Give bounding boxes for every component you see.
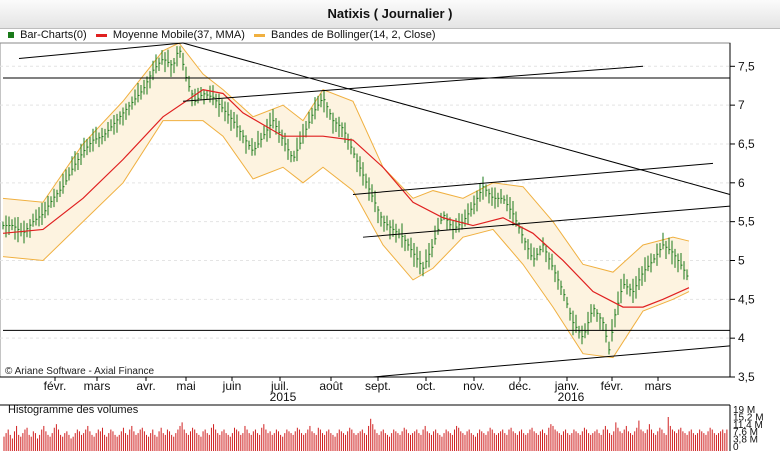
- legend-swatch-bars: [8, 32, 14, 39]
- price-tick-label: 3,5: [738, 370, 755, 384]
- title-bar: [0, 0, 780, 29]
- price-tick-label: 6,5: [738, 137, 755, 151]
- month-label: oct.: [416, 379, 435, 393]
- moving-average: [2, 88, 690, 308]
- volume-panel-title: Histogramme des volumes: [8, 404, 139, 416]
- month-label: mars: [84, 379, 111, 393]
- chart-title: Natixis ( Journalier ): [327, 6, 453, 21]
- price-bars: [2, 46, 689, 355]
- price-tick-label: 7: [738, 98, 745, 112]
- legend-item-bars: Bar-Charts(0): [8, 29, 90, 41]
- volume-tick-label: 0: [733, 442, 739, 453]
- month-label: juil.: [270, 379, 289, 393]
- price-tick-label: 4: [738, 331, 745, 345]
- price-tick-label: 4,5: [738, 292, 755, 306]
- month-label: avr.: [136, 379, 155, 393]
- copyright-text: © Ariane Software - Axial Finance: [5, 366, 155, 377]
- month-label: sept.: [365, 379, 391, 393]
- trend-lines: [3, 42, 731, 378]
- legend-item-ma: Moyenne Mobile(37, MMA): [95, 29, 248, 41]
- year-label: 2015: [270, 390, 297, 404]
- month-label: nov.: [463, 379, 485, 393]
- moving-average-line: [2, 88, 690, 308]
- month-label: janv.: [554, 379, 579, 393]
- trend-line: [182, 65, 644, 102]
- month-label: août: [319, 379, 343, 393]
- legend-swatch-ma: [95, 33, 107, 37]
- legend-label-ma: Moyenne Mobile(37, MMA): [112, 29, 245, 41]
- trend-line: [18, 42, 184, 60]
- bollinger-upper: [2, 42, 690, 273]
- legend-swatch-bb: [253, 33, 265, 37]
- month-label: mai: [176, 379, 195, 393]
- month-label: juin: [222, 379, 242, 393]
- legend: Bar-Charts(0) Moyenne Mobile(37, MMA) Ba…: [8, 29, 441, 42]
- price-tick-label: 5,5: [738, 215, 755, 229]
- volume-tick-label: 15,2 M: [733, 412, 764, 423]
- legend-label-bb: Bandes de Bollinger(14, 2, Close): [271, 29, 436, 41]
- price-axis: 3,5 4 4,5 5 5,5 6 6,5 7 7,5: [729, 43, 755, 384]
- bollinger-fill: [3, 43, 689, 358]
- volume-histogram: 19 M15,2 M11,4 M7,6 M3,8 M0: [0, 404, 764, 453]
- volume-tick-label: 11,4 M: [733, 420, 763, 431]
- price-tick-label: 6: [738, 176, 745, 190]
- legend-label-bars: Bar-Charts(0): [20, 29, 87, 41]
- volume-tick-label: 19 M: [733, 405, 755, 416]
- volume-tick-label: 3,8 M: [733, 435, 758, 446]
- month-label: févr.: [44, 379, 67, 393]
- trend-line: [362, 205, 731, 238]
- trend-line: [352, 162, 714, 195]
- trend-line: [372, 345, 731, 378]
- bollinger-bands: [2, 42, 690, 359]
- price-tick-label: 7,5: [738, 59, 755, 73]
- price-tick-label: 5: [738, 253, 745, 267]
- time-axis: févr. mars avr. mai juin juil. août sept. oct. no…: [0, 376, 730, 404]
- trend-line: [182, 42, 731, 195]
- month-label: déc.: [509, 379, 532, 393]
- bollinger-lower: [2, 120, 690, 359]
- year-label: 2016: [558, 390, 585, 404]
- month-label: févr.: [601, 379, 624, 393]
- volume-tick-label: 7,6 M: [733, 427, 758, 438]
- legend-item-bb: Bandes de Bollinger(14, 2, Close): [253, 29, 436, 41]
- month-label: mars: [645, 379, 672, 393]
